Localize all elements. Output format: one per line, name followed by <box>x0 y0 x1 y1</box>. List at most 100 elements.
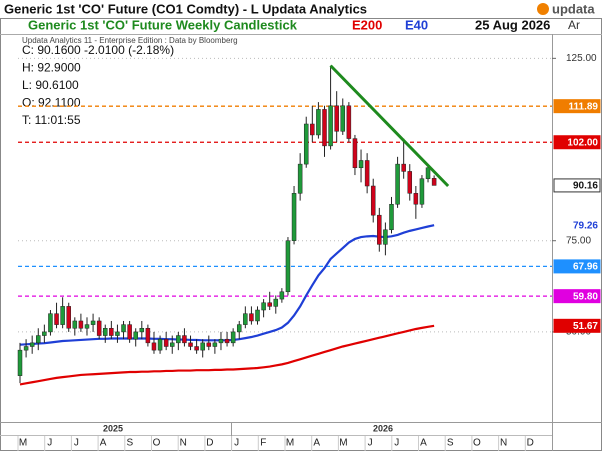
candle-body <box>103 328 108 336</box>
candle-body <box>370 185 376 216</box>
y-tick-label: 125.00 <box>566 53 597 64</box>
candle-body <box>255 309 260 322</box>
last-price-label-box <box>553 178 601 193</box>
candle-body <box>230 331 236 344</box>
candle-body <box>303 123 309 165</box>
legend-e40: E40 <box>405 17 428 32</box>
legend-e200: E200 <box>352 17 382 32</box>
candle-body <box>425 167 431 179</box>
candle-body <box>224 338 230 344</box>
candle-body <box>17 349 23 376</box>
candle-body <box>346 105 352 139</box>
chart-date: 25 Aug 2026 <box>475 17 550 32</box>
candle-body <box>84 324 90 329</box>
candle-body <box>358 160 364 169</box>
candle-body <box>431 178 437 186</box>
candle-body <box>115 331 120 336</box>
candle-body <box>273 298 279 307</box>
candle-body <box>316 109 321 136</box>
e40-label-box <box>553 218 601 233</box>
candle-body <box>352 138 358 169</box>
x-tick-label: J <box>368 438 373 449</box>
candle-body <box>23 346 29 351</box>
x-tick-label: M <box>286 438 294 449</box>
candle-body <box>419 178 425 205</box>
x-tick-label: D <box>206 438 213 449</box>
info-line: T: 11:01:55 <box>22 113 81 127</box>
candle-body <box>90 320 96 325</box>
candle-body <box>364 160 370 187</box>
e40-label: 79.26 <box>573 220 598 231</box>
candle-body <box>236 324 242 333</box>
candle-body <box>297 163 303 194</box>
candle-body <box>249 313 254 322</box>
candle-body <box>407 171 413 194</box>
candle-body <box>60 306 65 325</box>
logo-icon <box>537 3 549 15</box>
candle-body <box>377 214 382 245</box>
candle-body <box>291 193 297 241</box>
x-tick-label: M <box>19 438 27 449</box>
x-tick-label: A <box>313 438 320 449</box>
candle-body <box>218 338 224 344</box>
candle-body <box>200 342 205 351</box>
info-line: O: 92.1100 <box>22 96 81 110</box>
candle-body <box>121 324 126 333</box>
candle-body <box>54 313 59 325</box>
candle-body <box>176 335 181 344</box>
candle-body <box>401 163 406 172</box>
candle-body <box>310 123 315 136</box>
x-tick-label: D <box>527 438 534 449</box>
info-line: L: 90.6100 <box>22 78 79 92</box>
candle-body <box>285 240 291 293</box>
x-tick-label: F <box>260 438 266 449</box>
level-label-box <box>553 289 601 304</box>
x-tick-label: S <box>126 438 133 449</box>
candle-body <box>243 313 248 325</box>
last-price-label: 90.16 <box>573 181 598 192</box>
candle-body <box>170 342 175 347</box>
x-tick-label: O <box>153 438 161 449</box>
y-tick-label: 75.00 <box>566 235 591 246</box>
candle-body <box>413 193 419 205</box>
x-tick-label: S <box>447 438 454 449</box>
candle-body <box>328 105 333 147</box>
x-tick-label: J <box>47 438 52 449</box>
candle-body <box>340 105 346 132</box>
candle-body <box>163 338 169 347</box>
candle-body <box>267 302 272 307</box>
candle-body <box>78 320 84 329</box>
x-tick-label: J <box>234 438 239 449</box>
x-tick-label: O <box>473 438 481 449</box>
candle-body <box>127 324 132 340</box>
ma-line <box>19 324 435 386</box>
trendline <box>329 64 450 188</box>
candle-body <box>145 328 151 344</box>
candle-body <box>279 291 285 300</box>
candle-body <box>96 320 102 336</box>
candle-body <box>334 105 339 132</box>
candle-body <box>188 342 193 347</box>
x-tick-label: J <box>394 438 399 449</box>
candle-body <box>139 328 145 333</box>
x-tick-label: A <box>100 438 107 449</box>
candle-body <box>182 335 187 344</box>
candle-body <box>66 306 71 329</box>
level-label: 67.96 <box>573 262 598 273</box>
e200-label-box <box>553 318 601 333</box>
logo: updata <box>537 1 595 16</box>
x-tick-label: A <box>420 438 427 449</box>
x-tick-label: N <box>180 438 187 449</box>
e200-label: 51.67 <box>573 321 598 332</box>
level-label: 102.00 <box>567 137 598 148</box>
level-label: 111.89 <box>569 101 599 112</box>
candle-body <box>157 338 163 351</box>
candle-body <box>109 328 114 336</box>
candle-body <box>395 163 400 205</box>
candle-body <box>206 342 212 347</box>
candle-body <box>151 342 157 351</box>
candle-body <box>133 331 138 340</box>
level-label: 59.80 <box>573 291 598 302</box>
